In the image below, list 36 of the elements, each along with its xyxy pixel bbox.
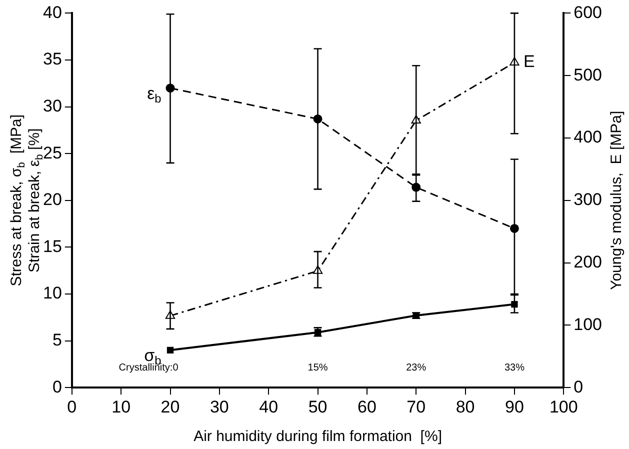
- y2-axis-title: Young's modulus, E [MPa]: [608, 110, 626, 290]
- y2-tick-label: 400: [574, 128, 602, 147]
- y-tick-label: 35: [42, 50, 62, 69]
- y-tick-label: 40: [42, 2, 62, 22]
- x-tick-label: 100: [549, 397, 578, 416]
- x-tick-label: 40: [259, 397, 278, 416]
- x-tick-label: 20: [160, 397, 180, 416]
- y2-tick-label: 300: [574, 190, 602, 210]
- y-tick-label: 30: [42, 96, 62, 116]
- y-tick-label: 10: [42, 284, 62, 303]
- y-tick-label: 25: [42, 143, 62, 162]
- series-label: E: [523, 52, 535, 72]
- y2-tick-label: 200: [574, 252, 602, 272]
- x-tick-label: 70: [406, 397, 426, 416]
- y2-tick-label: 0: [574, 377, 584, 396]
- annotation: Crystallinity:0: [118, 362, 179, 374]
- x-tick-label: 60: [357, 397, 376, 416]
- annotation: 23%: [406, 362, 426, 374]
- y2-tick-label: 100: [574, 314, 602, 334]
- x-axis-title: Air humidity during film formation [%]: [194, 428, 442, 446]
- x-tick-label: 0: [67, 397, 77, 416]
- y-tick-label: 5: [52, 330, 62, 350]
- x-tick-label: 10: [112, 397, 131, 416]
- point: [511, 300, 518, 308]
- y-tick-label: 20: [42, 190, 62, 210]
- x-tick-label: 30: [210, 397, 229, 416]
- y-tick-label: 0: [52, 377, 62, 396]
- y2-tick-label: 500: [574, 65, 602, 84]
- x-tick-label: 50: [308, 397, 328, 416]
- annotation: 15%: [308, 362, 328, 374]
- point: [166, 346, 174, 354]
- x-tick-label: 80: [456, 397, 475, 416]
- x-tick-label: 90: [505, 397, 524, 416]
- y2-tick-label: 600: [574, 2, 602, 22]
- y-tick-label: 15: [42, 236, 62, 256]
- annotation: 33%: [504, 362, 525, 374]
